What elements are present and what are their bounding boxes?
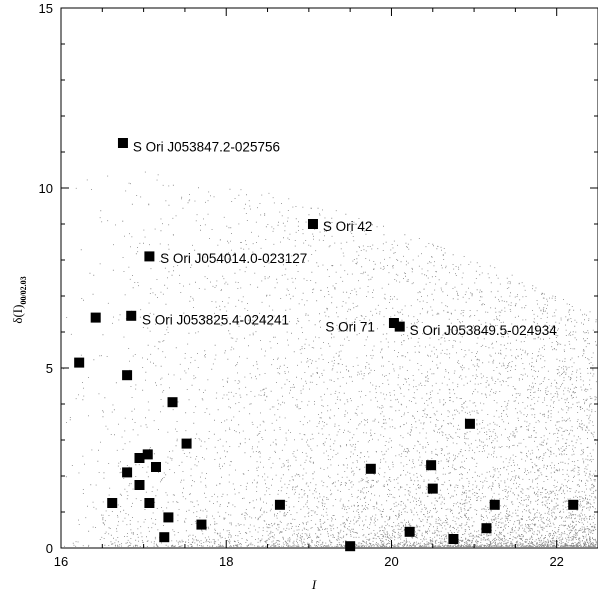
data-markers [74,138,579,552]
data-point-square [426,460,437,471]
x-axis-label: I [311,577,317,592]
data-point-square [144,251,155,262]
data-point-square [144,498,155,508]
data-point-square [117,138,128,148]
data-point-square [122,370,133,381]
data-point-square [427,483,438,494]
x-tick-label: 16 [54,554,68,569]
data-point-square [126,310,137,321]
star-label: S Ori J054014.0-023127 [160,251,307,266]
y-tick-label: 0 [46,541,53,556]
svg-text:δ(I)00/02.03: δ(I)00/02.03 [10,276,28,323]
data-point-square [159,532,170,543]
x-tick-label: 22 [549,554,563,569]
y-axis-label-main: δ(I) [10,305,25,324]
data-point-square [167,397,178,408]
star-label: S Ori 71 [325,320,375,335]
data-point-square [134,453,145,463]
y-tick-label: 15 [39,1,53,16]
data-point-square [388,318,399,328]
y-axis-label: δ(I)00/02.03 [10,276,28,323]
data-point-square [107,498,118,508]
tick-labels: 16 18 20 22 0 5 10 15 [39,1,564,569]
data-point-square [274,499,285,510]
data-point-square [568,499,579,510]
x-tick-label: 18 [219,554,233,569]
y-tick-label: 5 [46,361,53,376]
plot-border [60,7,598,549]
data-point-square [464,418,475,429]
star-label: S Ori 42 [323,219,373,234]
data-point-square [448,534,459,544]
data-point-square [142,449,153,460]
star-label: S Ori J053847.2-025756 [133,140,280,155]
plot-frame [60,7,598,549]
data-point-square [307,219,318,229]
data-point-square [163,512,174,523]
data-point-square [489,499,500,510]
data-point-square [90,312,101,323]
data-point-square [365,463,376,474]
data-point-square [122,467,133,478]
axis-ticks [60,7,598,549]
data-point-square [481,523,492,534]
data-point-square [151,462,162,472]
data-point-square [181,438,192,449]
x-tick-label: 20 [384,554,398,569]
data-point-square [196,519,207,530]
star-label: S Ori J053849.5-024934 [410,323,558,338]
data-point-square [74,357,85,368]
star-label: S Ori J053825.4-024241 [142,312,289,327]
data-point-square [134,480,145,490]
y-tick-label: 10 [39,181,53,196]
data-point-square [345,541,356,552]
data-point-square [394,321,405,332]
y-axis-label-subscript: 00/02.03 [19,276,28,304]
star-annotations: S Ori J053847.2-025756 S Ori 42 S Ori J054… [133,140,557,339]
data-point-square [404,526,415,537]
